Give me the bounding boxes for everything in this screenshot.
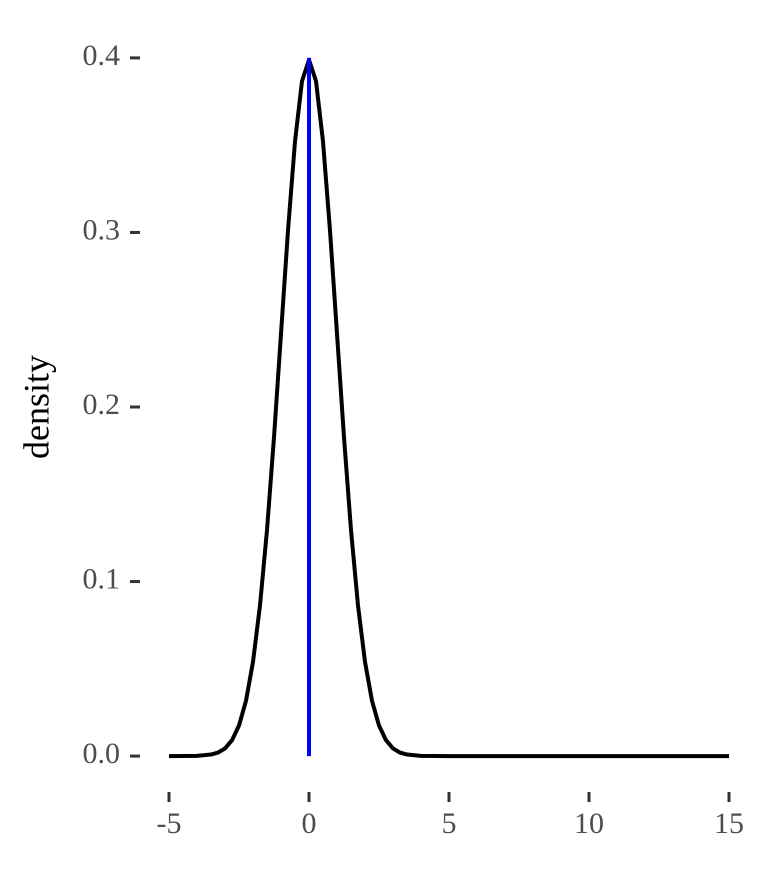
y-tick-label: 0.1 bbox=[83, 562, 121, 595]
x-tick-label: 10 bbox=[574, 807, 604, 840]
y-tick-label: 0.2 bbox=[83, 388, 121, 421]
x-tick-label: -5 bbox=[157, 807, 182, 840]
x-tick-label: 15 bbox=[714, 807, 744, 840]
x-tick-label: 5 bbox=[442, 807, 457, 840]
y-tick-label: 0.4 bbox=[83, 39, 121, 72]
y-tick-label: 0.3 bbox=[83, 213, 121, 246]
y-axis-title: density bbox=[16, 355, 56, 459]
x-tick-label: 0 bbox=[302, 807, 317, 840]
y-tick-label: 0.0 bbox=[83, 737, 121, 770]
line bbox=[168, 57, 729, 759]
